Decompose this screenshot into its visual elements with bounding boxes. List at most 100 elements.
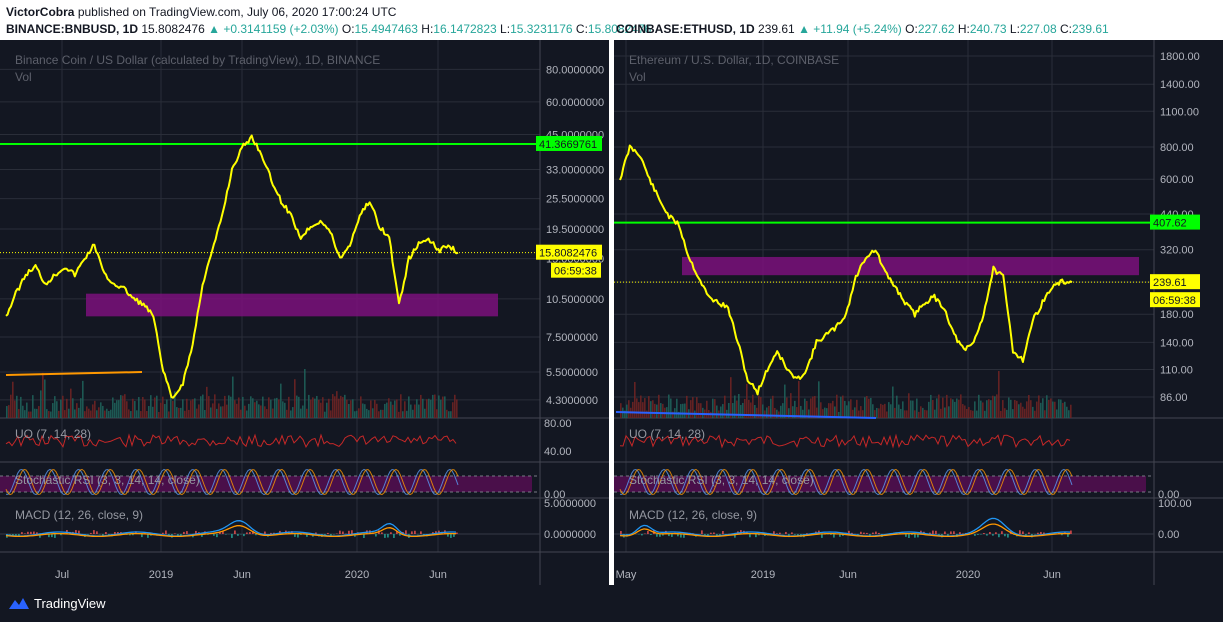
macd-histogram-bar bbox=[348, 530, 350, 534]
macd-histogram-bar bbox=[399, 534, 401, 536]
volume-bar bbox=[194, 398, 196, 418]
volume-bar bbox=[986, 400, 988, 418]
right-o-label: O: bbox=[905, 22, 918, 36]
publication-info: published on TradingView.com, July 06, 2… bbox=[77, 5, 397, 19]
volume-bar bbox=[148, 406, 150, 418]
volume-bar bbox=[50, 411, 52, 418]
volume-bar bbox=[1026, 401, 1028, 418]
volume-bar bbox=[976, 410, 978, 418]
volume-bar bbox=[312, 397, 314, 418]
left-low: 15.3231176 bbox=[510, 22, 573, 36]
volume-bar bbox=[660, 403, 662, 418]
volume-bar bbox=[818, 381, 820, 418]
volume-bar bbox=[42, 372, 44, 418]
volume-bar bbox=[12, 381, 14, 418]
macd-histogram-bar bbox=[779, 532, 781, 534]
macd-histogram-bar bbox=[24, 533, 26, 534]
chart-subtitle: Vol bbox=[15, 70, 32, 84]
macd-histogram-bar bbox=[387, 534, 389, 538]
volume-bar bbox=[752, 394, 754, 418]
volume-bar bbox=[100, 402, 102, 418]
volume-bar bbox=[1050, 398, 1052, 418]
volume-bar bbox=[788, 408, 790, 418]
volume-bar bbox=[226, 404, 228, 418]
volume-bar bbox=[920, 406, 922, 418]
volume-bar bbox=[410, 404, 412, 418]
volume-bar bbox=[310, 399, 312, 418]
volume-bar bbox=[260, 405, 262, 418]
volume-bar bbox=[652, 400, 654, 418]
volume-bar bbox=[228, 395, 230, 418]
volume-bar bbox=[896, 395, 898, 418]
volume-bar bbox=[906, 410, 908, 418]
volume-bar bbox=[632, 401, 634, 418]
macd-histogram-bar bbox=[432, 532, 434, 534]
volume-bar bbox=[700, 403, 702, 418]
author-name[interactable]: VictorCobra bbox=[6, 5, 75, 19]
eth-chart-panel[interactable]: 1800.001400.001100.00800.00600.00440.003… bbox=[614, 40, 1223, 585]
volume-bar bbox=[6, 406, 8, 418]
volume-bar bbox=[150, 395, 152, 418]
tradingview-logo-icon[interactable] bbox=[8, 595, 30, 611]
volume-bar bbox=[784, 384, 786, 418]
volume-bar bbox=[456, 399, 458, 418]
macd-histogram-bar bbox=[1004, 534, 1006, 537]
volume-bar bbox=[330, 410, 332, 418]
volume-bar bbox=[146, 410, 148, 418]
volume-bar bbox=[1038, 395, 1040, 418]
volume-bar bbox=[398, 411, 400, 418]
volume-bar bbox=[168, 411, 170, 418]
volume-bar bbox=[1066, 406, 1068, 418]
volume-bar bbox=[644, 398, 646, 418]
volume-bar bbox=[252, 398, 254, 418]
volume-bar bbox=[446, 409, 448, 418]
volume-bar bbox=[400, 394, 402, 418]
macd-histogram-bar bbox=[959, 532, 961, 534]
bnb-chart-panel[interactable]: 80.000000060.000000045.000000033.0000000… bbox=[0, 40, 609, 585]
price-series-line bbox=[619, 144, 1073, 396]
volume-bar bbox=[200, 396, 202, 418]
macd-histogram-bar bbox=[806, 533, 808, 534]
countdown-tag-background bbox=[1150, 292, 1200, 308]
macd-histogram-bar bbox=[785, 531, 787, 534]
macd-histogram-bar bbox=[869, 534, 871, 537]
stoch-label: Stochastic RSI (3, 3, 14, 14, close) bbox=[629, 473, 814, 487]
volume-bar bbox=[946, 394, 948, 418]
volume-bar bbox=[928, 401, 930, 418]
macd-histogram-bar bbox=[839, 534, 841, 537]
volume-bar bbox=[278, 399, 280, 418]
volume-bar bbox=[22, 405, 24, 418]
volume-bar bbox=[786, 397, 788, 418]
volume-bar bbox=[112, 397, 114, 418]
volume-bar bbox=[358, 408, 360, 418]
uo-line bbox=[619, 433, 1071, 449]
macd-histogram-bar bbox=[860, 531, 862, 534]
macd-histogram-bar bbox=[174, 533, 176, 534]
macd-histogram-bar bbox=[60, 534, 62, 536]
macd-histogram-bar bbox=[794, 534, 796, 535]
volume-bar bbox=[44, 379, 46, 418]
volume-bar bbox=[676, 398, 678, 418]
volume-bar bbox=[384, 403, 386, 418]
volume-bar bbox=[306, 408, 308, 418]
volume-bar bbox=[14, 400, 16, 418]
stoch-k-line bbox=[619, 468, 1073, 496]
volume-bar bbox=[882, 404, 884, 418]
volume-bar bbox=[264, 406, 266, 418]
volume-bar bbox=[336, 391, 338, 418]
macd-histogram-bar bbox=[1028, 532, 1030, 534]
tradingview-brand[interactable]: TradingView bbox=[34, 596, 106, 611]
macd-histogram-bar bbox=[776, 533, 778, 534]
macd-histogram-bar bbox=[51, 534, 53, 538]
volume-bar bbox=[322, 397, 324, 418]
price-axis-tick: 1100.00 bbox=[1160, 106, 1199, 118]
last-price-tag-background bbox=[1150, 274, 1200, 290]
volume-bar bbox=[948, 406, 950, 418]
macd-histogram-bar bbox=[830, 534, 832, 535]
time-axis-tick: 2019 bbox=[751, 569, 775, 581]
macd-label: MACD (12, 26, close, 9) bbox=[629, 508, 757, 522]
left-h-label: H: bbox=[421, 22, 434, 36]
volume-bar bbox=[348, 403, 350, 418]
macd-histogram-bar bbox=[246, 532, 248, 534]
macd-histogram-bar bbox=[78, 530, 80, 534]
